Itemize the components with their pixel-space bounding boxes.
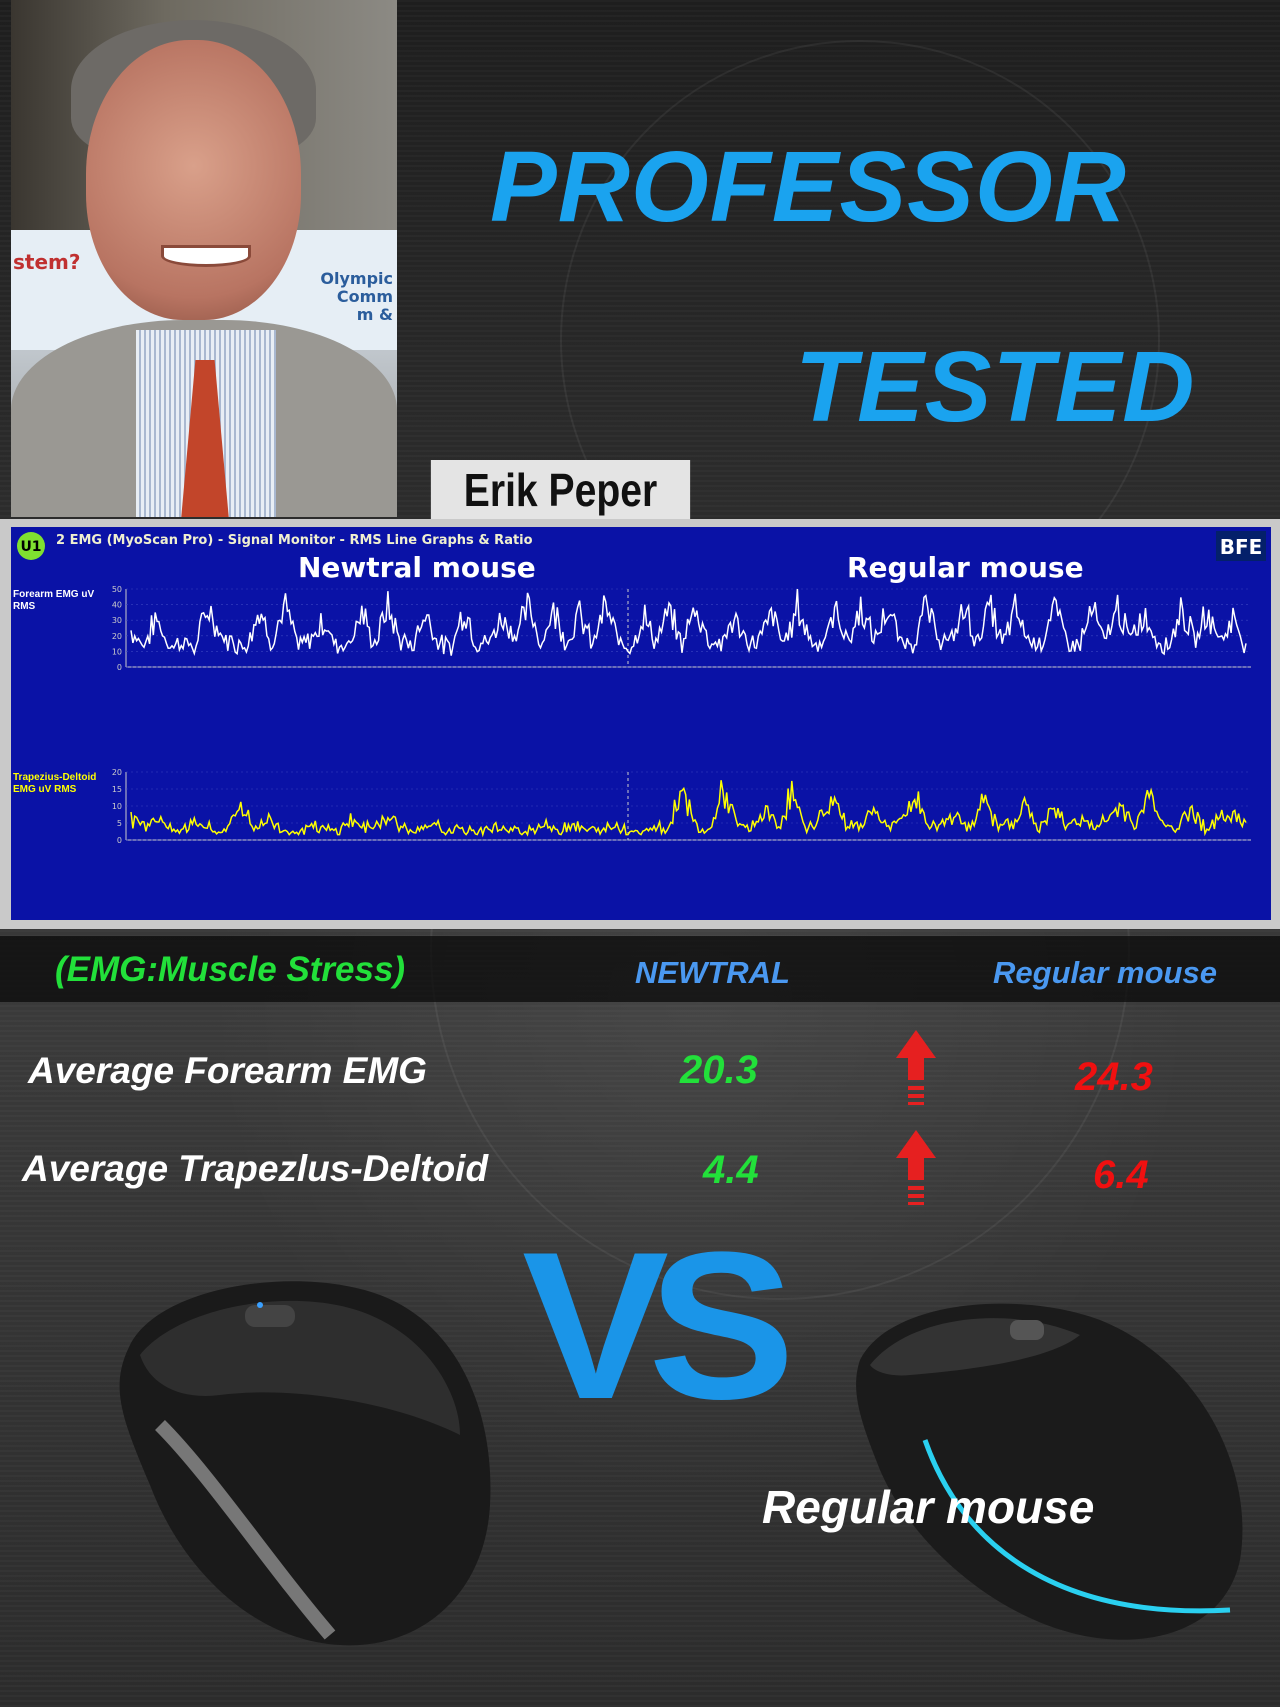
title-line-1: PROFESSOR	[490, 131, 1127, 243]
y-tick-label: 10	[112, 802, 122, 811]
sign-text-block: Olympic Comm m &	[320, 270, 393, 324]
bfe-logo-icon	[1216, 531, 1266, 561]
sign-text: Comm	[336, 287, 393, 306]
y-tick-label: 20	[112, 768, 122, 777]
y-tick-label: 30	[112, 616, 122, 625]
arrow-up-icon	[896, 1130, 936, 1205]
app-logo-text: U1	[20, 539, 41, 555]
forearm-neutral-value: 20.3	[680, 1048, 758, 1092]
annotation-regular: Regular mouse	[847, 551, 1084, 584]
regular-mouse-image	[856, 1303, 1243, 1640]
emg-series-line-2	[130, 780, 1247, 838]
bfe-logo-text: BFE	[1220, 535, 1263, 559]
name-label: Erik Peper	[430, 460, 691, 519]
y-tick-label: 0	[117, 836, 122, 845]
app-logo-icon	[17, 532, 45, 560]
stats-header-label: (EMG:Muscle Stress)	[55, 950, 406, 989]
y-tick-label: 15	[112, 785, 122, 794]
stats-header-band	[0, 936, 1280, 1002]
ergonomic-mouse-image	[119, 1281, 491, 1646]
y-tick-label: 5	[117, 819, 122, 828]
y-tick-label: 40	[112, 601, 122, 610]
panel1-ylabel: Forearm EMG uV RMS	[13, 589, 95, 612]
trapezius-neutral-value: 4.4	[703, 1148, 759, 1192]
vs-label: VS	[521, 1208, 795, 1443]
title-line-2: TESTED	[795, 331, 1196, 443]
row-label-forearm: Average Forearm EMG	[28, 1050, 427, 1091]
arrow-up-icon	[896, 1030, 936, 1105]
emg-chart: U1 2 EMG (MyoScan Pro) - Signal Monitor …	[11, 527, 1271, 920]
annotation-newtral: Newtral mouse	[298, 551, 536, 584]
column-header-newtral: NEWTRAL	[635, 955, 790, 990]
y-tick-label: 0	[117, 663, 122, 672]
photo-sign: stem? Olympic Comm m &	[11, 230, 397, 350]
trapezius-regular-value: 6.4	[1093, 1153, 1149, 1197]
chart-title: 2 EMG (MyoScan Pro) - Signal Monitor - R…	[56, 533, 533, 548]
panel2-ylabel: Trapezius-Deltoid EMG uV RMS	[13, 772, 97, 795]
forearm-regular-value: 24.3	[1075, 1055, 1153, 1099]
emg-series-line-1	[130, 588, 1247, 656]
sign-text: m &	[356, 305, 393, 324]
y-tick-label: 10	[112, 647, 122, 656]
y-tick-label: 50	[112, 585, 122, 594]
sign-text: stem?	[13, 250, 81, 274]
column-header-regular: Regular mouse	[993, 955, 1217, 990]
emg-chart-svg: U1 2 EMG (MyoScan Pro) - Signal Monitor …	[17, 531, 1266, 845]
regular-mouse-label: Regular mouse	[762, 1481, 1095, 1533]
professor-photo: stem? Olympic Comm m &	[11, 0, 397, 517]
row-label-trapezius: Average Trapezlus-Deltoid	[22, 1148, 489, 1189]
sign-text: Olympic	[320, 269, 393, 288]
y-tick-label: 20	[112, 632, 122, 641]
